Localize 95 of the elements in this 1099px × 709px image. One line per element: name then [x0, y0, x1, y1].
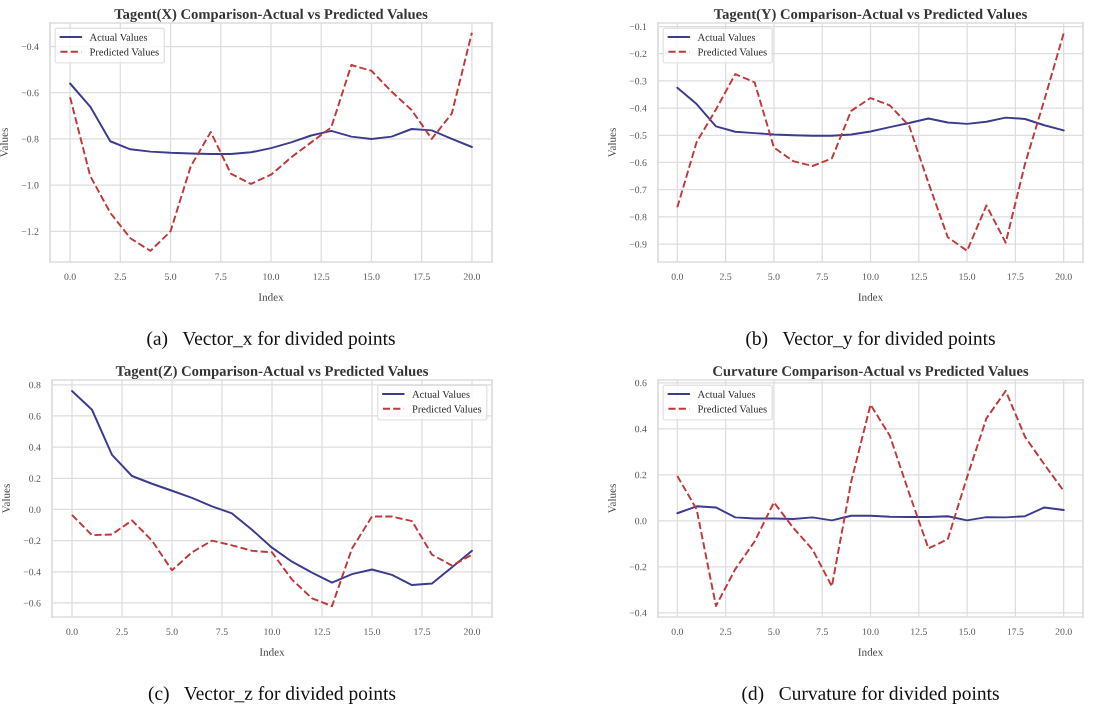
- y-tick-label: −0.6: [21, 89, 39, 97]
- x-tick-label: 0.0: [66, 628, 78, 635]
- y-tick-label: −0.8: [629, 213, 647, 221]
- y-tick-label: −0.5: [629, 132, 647, 139]
- y-axis-title: Values: [608, 128, 616, 158]
- x-tick-label: 10.0: [264, 628, 281, 635]
- x-tick-label: 15.0: [363, 273, 380, 280]
- line-series: [69, 31, 473, 252]
- x-tick-label: 10.0: [263, 273, 280, 280]
- x-tick-label: 2.5: [114, 273, 127, 280]
- x-tick-label: 2.5: [116, 628, 128, 635]
- text: (b) Vector_y for divided points: [746, 331, 995, 349]
- legend-label: Actual Values: [89, 33, 148, 41]
- y-tick-label: −0.2: [629, 50, 647, 58]
- y-tick-label: −0.3: [629, 77, 647, 85]
- x-tick-label: 17.5: [414, 273, 430, 280]
- y-tick-label: −0.9: [629, 240, 647, 248]
- y-tick-label: −0.4: [21, 43, 39, 51]
- y-axis-title: Values: [608, 484, 616, 514]
- y-tick-label: −0.7: [629, 186, 647, 194]
- legend-label: Predicted Values: [697, 405, 767, 413]
- x-tick-label: 20.0: [1055, 273, 1072, 280]
- y-tick-label: 0.0: [635, 517, 647, 525]
- y-tick-label: −0.6: [23, 599, 41, 607]
- x-tick-label: 15.0: [364, 628, 381, 635]
- line-series: [71, 513, 473, 608]
- y-tick-label: −1.0: [21, 182, 39, 189]
- y-tick-label: 0.0: [29, 506, 41, 513]
- y-tick-label: −0.8: [21, 135, 39, 143]
- x-tick-label: 5.0: [165, 273, 177, 280]
- x-tick-label: 12.5: [911, 273, 927, 280]
- legend-label: Predicted Values: [89, 48, 159, 56]
- line-series: [676, 389, 1065, 607]
- x-tick-label: 15.0: [959, 628, 976, 635]
- x-tick-label: 10.0: [862, 273, 879, 280]
- y-tick-label: −0.1: [629, 23, 647, 31]
- x-tick-label: 5.0: [768, 273, 780, 280]
- x-tick-label: 5.0: [768, 628, 780, 635]
- x-tick-label: 20.0: [463, 628, 481, 635]
- y-axis-title: Values: [2, 484, 10, 514]
- x-tick-label: 7.5: [816, 628, 828, 635]
- x-tick-label: 20.0: [1055, 628, 1072, 635]
- x-tick-label: 0.0: [671, 273, 684, 280]
- y-tick-label: 0.8: [29, 381, 41, 389]
- text: (c) Vector_z for divided points: [148, 686, 396, 704]
- y-tick-label: −1.2: [21, 228, 39, 235]
- legend-label: Predicted Values: [697, 48, 767, 56]
- line-series: [676, 32, 1065, 252]
- x-tick-label: 17.5: [1007, 273, 1024, 280]
- chart-title: Tagent(Z) Comparison-Actual vs Predicted Values: [115, 365, 429, 380]
- line-series: [676, 86, 1065, 137]
- x-tick-label: 12.5: [314, 628, 331, 635]
- x-tick-label: 20.0: [463, 273, 481, 280]
- x-tick-label: 17.5: [1007, 628, 1024, 635]
- x-axis-title: Index: [259, 648, 285, 656]
- chart-title: Tagent(Y) Comparison-Actual vs Predicted Values: [713, 8, 1027, 23]
- x-axis-title: Index: [858, 293, 884, 301]
- x-tick-label: 12.5: [911, 628, 927, 635]
- line-series: [676, 505, 1065, 522]
- y-tick-label: 0.6: [29, 412, 41, 420]
- x-tick-label: 7.5: [216, 628, 228, 635]
- y-tick-label: 0.4: [635, 425, 647, 433]
- x-tick-label: 12.5: [313, 273, 330, 280]
- x-tick-label: 2.5: [719, 273, 732, 280]
- chart-title: Tagent(X) Comparison-Actual vs Predicted Values: [114, 8, 428, 23]
- y-axis-title: Values: [0, 128, 8, 158]
- y-tick-label: −0.2: [23, 537, 41, 545]
- y-tick-label: −0.4: [23, 568, 41, 576]
- x-tick-label: 7.5: [215, 273, 227, 280]
- x-axis-title: Index: [858, 648, 884, 656]
- y-tick-label: 0.6: [635, 379, 647, 387]
- x-tick-label: 7.5: [816, 273, 828, 280]
- y-tick-label: −0.2: [629, 563, 647, 571]
- y-tick-label: −0.4: [629, 609, 647, 617]
- y-tick-label: 0.4: [29, 444, 41, 451]
- legend-label: Actual Values: [412, 390, 470, 398]
- legend-label: Predicted Values: [412, 405, 482, 413]
- legend-label: Actual Values: [697, 390, 756, 398]
- y-tick-label: −0.4: [629, 105, 647, 112]
- line-series: [69, 82, 473, 155]
- x-tick-label: 17.5: [414, 628, 431, 635]
- text: (d) Curvature for divided points: [742, 686, 999, 704]
- x-tick-label: 15.0: [959, 273, 976, 280]
- x-tick-label: 0.0: [671, 628, 684, 635]
- legend-label: Actual Values: [697, 33, 756, 41]
- chart-title: Curvature Comparison-Actual vs Predicted Values: [713, 365, 1029, 379]
- y-tick-label: 0.2: [29, 475, 41, 482]
- x-tick-label: 10.0: [862, 628, 879, 635]
- y-tick-label: 0.2: [635, 471, 647, 479]
- x-axis-title: Index: [258, 293, 284, 301]
- x-tick-label: 0.0: [64, 273, 76, 280]
- x-tick-label: 2.5: [719, 628, 732, 635]
- y-tick-label: −0.6: [629, 159, 647, 166]
- x-tick-label: 5.0: [166, 628, 178, 635]
- text: (a) Vector_x for divided points: [147, 331, 395, 349]
